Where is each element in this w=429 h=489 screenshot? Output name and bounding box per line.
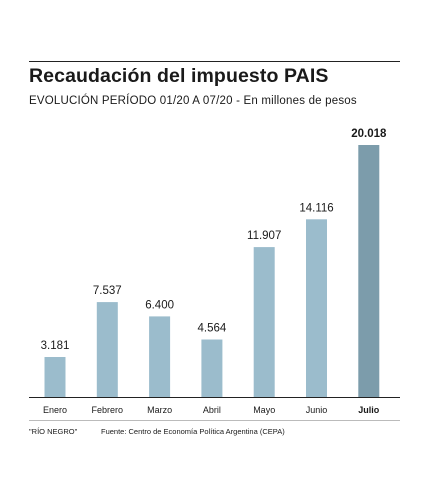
value-label-julio: 20.018: [351, 128, 387, 140]
bar-junio: [306, 219, 327, 397]
category-label-abril: Abril: [203, 405, 221, 415]
top-rule: [29, 61, 400, 62]
category-label-marzo: Marzo: [147, 405, 172, 415]
chart-subtitle: EVOLUCIÓN PERÍODO 01/20 A 07/20 - En mil…: [29, 95, 357, 107]
source-text: Fuente: Centro de Economía Política Arge…: [101, 427, 285, 436]
value-label-febrero: 7.537: [93, 285, 122, 297]
chart-title: Recaudación del impuesto PAIS: [29, 65, 329, 87]
category-label-julio: Julio: [358, 405, 380, 415]
bar-mayo: [253, 247, 275, 397]
labels-group: 3.181 Enero 7.537 Febrero 6.400 Marzo 4.564 Abr…: [41, 128, 387, 415]
value-label-marzo: 6.400: [145, 299, 174, 311]
footer-rule: [29, 420, 400, 421]
bar-abril: [201, 339, 223, 397]
bar-febrero: [96, 302, 118, 397]
bars-group: [44, 145, 380, 397]
category-label-enero: Enero: [43, 405, 67, 415]
value-label-mayo: 11.907: [247, 230, 281, 242]
value-label-enero: 3.181: [41, 340, 70, 352]
credit-text: "RÍO NEGRO": [29, 427, 78, 436]
category-label-febrero: Febrero: [92, 405, 124, 415]
bar-enero: [44, 357, 66, 397]
bar-julio: [358, 145, 380, 397]
bar-marzo: [149, 316, 171, 397]
category-label-mayo: Mayo: [253, 405, 275, 415]
value-label-abril: 4.564: [198, 323, 227, 335]
value-label-junio: 14.116: [299, 202, 333, 214]
category-label-junio: Junio: [306, 405, 328, 415]
